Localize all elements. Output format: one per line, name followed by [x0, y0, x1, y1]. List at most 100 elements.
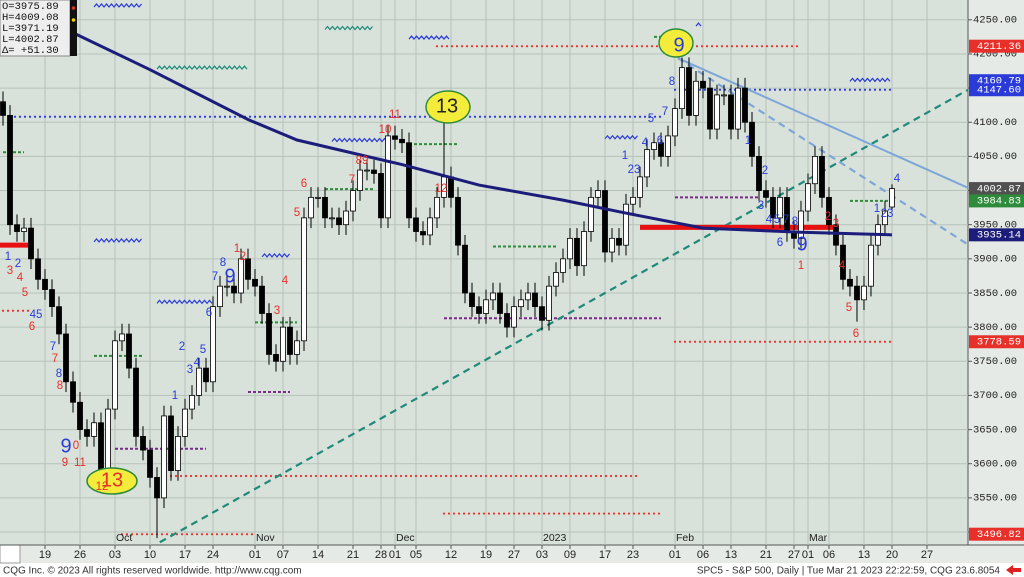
candle-body [833, 224, 839, 246]
candle-body [805, 183, 811, 212]
td-count: 7 [212, 271, 218, 283]
x-tick-label: 06 [823, 549, 835, 561]
candle-body [140, 436, 146, 451]
price-tag [969, 527, 1024, 541]
price-tag [969, 39, 1024, 53]
candle-body [294, 340, 300, 355]
moving-average [72, 31, 893, 237]
td-count: 8 [57, 380, 63, 392]
td-count: 4 [17, 272, 24, 284]
candle-body [98, 422, 104, 475]
x-tick-label: 01 [669, 549, 681, 561]
level-carets [408, 35, 450, 40]
td-count: 8 [56, 368, 62, 380]
price-tag-label: 3935.14 [977, 230, 1021, 242]
candle-body [224, 285, 230, 288]
price-tag [969, 228, 1024, 242]
x-tick-label: 27 [508, 549, 520, 561]
candle-body [868, 244, 874, 287]
x-tick-label: 13 [725, 549, 737, 561]
candle-body [637, 176, 643, 198]
candle-body [539, 306, 545, 321]
candle-body [861, 285, 867, 301]
td-count: 9 [60, 435, 71, 457]
month-label: Oct [116, 532, 132, 544]
candle-body [42, 278, 48, 290]
x-tick-label: 12 [445, 549, 457, 561]
month-label: 2023 [543, 532, 567, 544]
month-label: Mar [809, 532, 828, 544]
td-count: 3 [274, 305, 280, 317]
candle-body [112, 340, 118, 410]
x-tick-label: 27 [921, 549, 933, 561]
candle-body [644, 149, 650, 178]
x-tick-label: 21 [347, 549, 359, 561]
td-count: 1 [172, 390, 178, 402]
candle-body [84, 429, 90, 437]
candle-body [511, 306, 517, 328]
candle-body [70, 381, 76, 403]
x-tick-label: 17 [179, 549, 191, 561]
level-carets [156, 65, 248, 71]
candle-body [385, 135, 391, 219]
candle-body [476, 306, 482, 314]
td-count: 45 [30, 309, 43, 321]
candle-body [616, 237, 622, 246]
x-tick-label: 19 [480, 549, 492, 561]
td-count: 23 [628, 164, 641, 176]
td-count: 10 [379, 124, 392, 136]
month-label: Nov [256, 532, 275, 544]
footer-right: SPC5 - S&P 500, Daily | Tue Mar 21 2023 … [697, 566, 1001, 577]
y-tick-label: 3550.00 [973, 493, 1017, 505]
info-line: L=4002.87 [2, 34, 59, 46]
candle-body [434, 196, 440, 219]
y-tick-label: 3850.00 [973, 288, 1017, 300]
td-count: 7 [50, 341, 56, 353]
candle-body [252, 278, 258, 287]
candle-body [707, 87, 713, 130]
time-axis-background [0, 545, 1024, 563]
level-carets [93, 237, 142, 243]
y-tick-label: 3700.00 [973, 390, 1017, 402]
candle-body [700, 80, 706, 89]
candle-body [714, 94, 720, 130]
info-box-background [0, 0, 71, 57]
candle-body [21, 227, 27, 232]
candle-body [735, 87, 741, 130]
y-tick-label: 4250.00 [973, 15, 1017, 27]
highlight-ellipse [86, 467, 138, 495]
candle-body [553, 272, 559, 287]
price-tag [969, 83, 1024, 97]
td-count: 3 [758, 200, 764, 212]
candle-body [686, 67, 692, 116]
price-tag-label: 3984.83 [977, 196, 1021, 208]
info-box-dot [71, 18, 76, 22]
x-tick-label: 05 [410, 549, 422, 561]
candle-body [427, 217, 433, 236]
td-count: 2 [15, 258, 21, 270]
candle-body [819, 155, 825, 198]
level-carets [604, 134, 638, 140]
highlight-ellipse [658, 28, 694, 58]
info-box-dot [71, 6, 76, 10]
y-tick-label: 3650.00 [973, 424, 1017, 436]
level-carets [261, 252, 290, 258]
candle-body [35, 258, 41, 280]
price-tag-label: 4002.87 [977, 183, 1021, 195]
candle-body [546, 285, 552, 321]
scroll-arrow[interactable] [1006, 565, 1021, 575]
candle-body [889, 188, 895, 208]
candle-body [182, 408, 188, 437]
td-count: 8 [669, 76, 675, 88]
candle-body [595, 190, 601, 198]
y-tick-label: 3800.00 [973, 322, 1017, 334]
y-tick-label: 4050.00 [973, 151, 1017, 163]
candle-body [847, 278, 853, 287]
candle-body [672, 108, 678, 137]
candle-body [392, 135, 398, 140]
candle-body [756, 155, 762, 191]
td-count: 6 [657, 135, 663, 147]
td-count: 9 [224, 265, 235, 287]
td-count: 5 [294, 207, 300, 219]
